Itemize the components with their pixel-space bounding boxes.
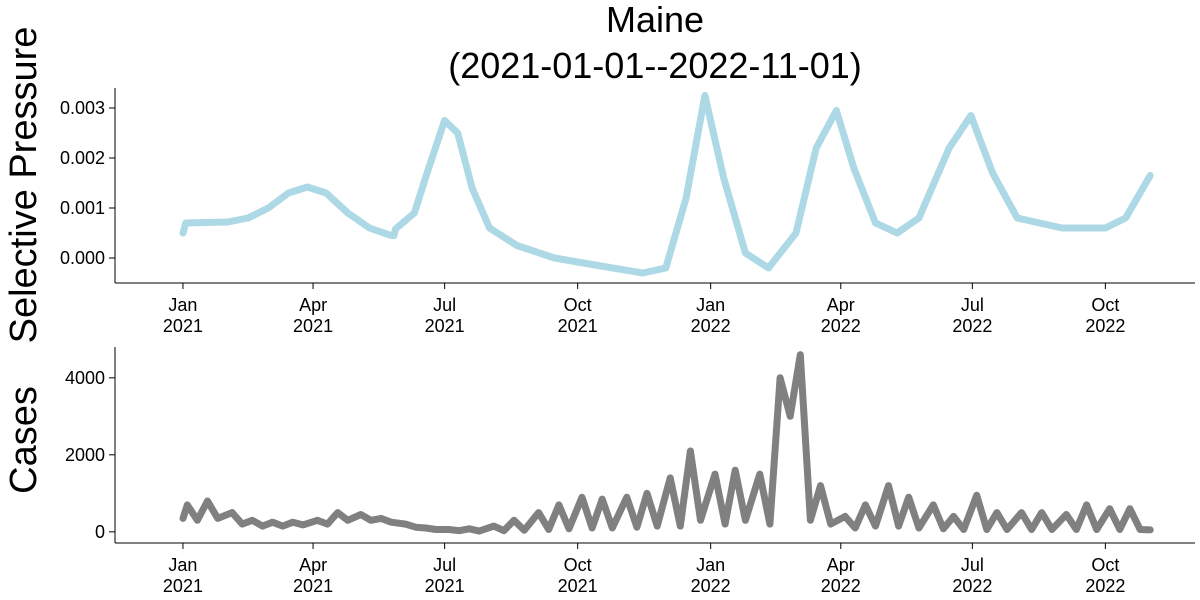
y-axis-label: Cases xyxy=(3,386,45,494)
data-line xyxy=(179,92,1154,277)
x-tick-label: Oct 2021 xyxy=(558,555,598,596)
y-tick-label: 0.000 xyxy=(60,248,105,268)
y-tick-label: 0.001 xyxy=(60,198,105,218)
x-tick-label: Jul 2022 xyxy=(952,295,992,336)
y-tick-label: 0.002 xyxy=(60,148,105,168)
y-tick-label: 4000 xyxy=(65,368,105,388)
x-tick-label: Apr 2021 xyxy=(293,555,333,596)
y-tick-label: 2000 xyxy=(65,445,105,465)
x-tick-label: Jan 2022 xyxy=(691,555,731,596)
x-tick-label: Oct 2022 xyxy=(1085,555,1125,596)
chart-title: Maine (2021-01-01--2022-11-01) xyxy=(448,0,862,86)
x-tick-label: Apr 2021 xyxy=(293,295,333,336)
x-tick-label: Jan 2022 xyxy=(691,295,731,336)
x-tick-label: Jul 2021 xyxy=(425,555,465,596)
y-tick-label: 0 xyxy=(95,522,105,542)
x-tick-label: Jul 2021 xyxy=(425,295,465,336)
x-tick-label: Apr 2022 xyxy=(821,555,861,596)
x-tick-label: Jan 2021 xyxy=(163,555,203,596)
x-tick-label: Oct 2021 xyxy=(558,295,598,336)
y-axis-label: Selective Pressure xyxy=(3,27,45,344)
x-tick-label: Jul 2022 xyxy=(952,555,992,596)
data-line xyxy=(179,351,1154,535)
x-tick-label: Apr 2022 xyxy=(821,295,861,336)
x-tick-label: Jan 2021 xyxy=(163,295,203,336)
x-tick-label: Oct 2022 xyxy=(1085,295,1125,336)
y-tick-label: 0.003 xyxy=(60,98,105,118)
